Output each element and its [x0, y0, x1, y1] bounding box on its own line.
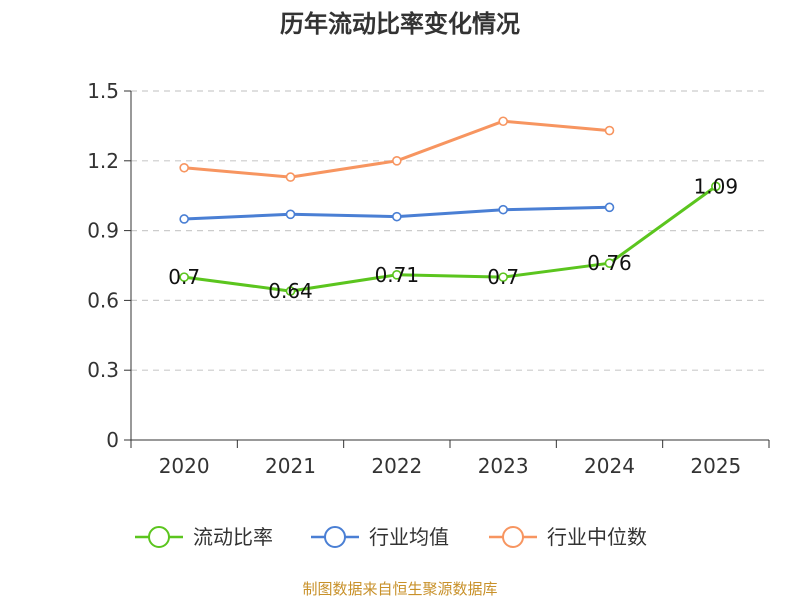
x-tick-label: 2023: [478, 454, 529, 478]
series-1: [179, 181, 721, 296]
y-tick-label: 0.3: [87, 358, 119, 382]
x-tick-label: 2020: [159, 454, 210, 478]
data-point[interactable]: [604, 258, 615, 268]
data-point[interactable]: [285, 286, 296, 296]
y-tick-label: 0: [106, 428, 119, 452]
series-3: [179, 116, 615, 182]
data-label: 0.64: [268, 279, 313, 303]
data-label: 0.7: [168, 265, 200, 289]
legend-swatch-marker: [502, 526, 524, 548]
y-tick-label: 1.5: [87, 79, 119, 103]
series-line: [182, 119, 611, 179]
legend-swatch-marker: [324, 526, 346, 548]
data-point[interactable]: [711, 181, 721, 192]
data-point[interactable]: [285, 209, 296, 220]
grid-lines: [131, 90, 769, 371]
data-point[interactable]: [179, 272, 189, 282]
legend-label: 行业均值: [369, 525, 449, 549]
y-tick-label: 0.9: [87, 219, 119, 243]
data-label: 0.7: [487, 265, 519, 289]
data-point[interactable]: [392, 211, 402, 222]
data-label: 0.76: [587, 251, 632, 275]
series-2: [179, 202, 615, 224]
legend[interactable]: 流动比率 行业均值 行业中位数: [135, 525, 647, 549]
legend-item-1[interactable]: 流动比率: [135, 525, 273, 549]
chart-title: 历年流动比率变化情况: [280, 10, 520, 38]
legend-label: 流动比率: [193, 525, 273, 549]
x-tick-label: 2025: [690, 454, 741, 478]
data-point[interactable]: [179, 162, 189, 173]
data-point[interactable]: [285, 172, 296, 182]
data-point[interactable]: [498, 116, 508, 127]
data-point[interactable]: [498, 204, 508, 215]
legend-swatch-marker: [148, 526, 170, 548]
y-tick-label: 1.2: [87, 149, 119, 173]
data-point[interactable]: [392, 156, 402, 166]
source-note: 制图数据来自恒生聚源数据库: [302, 580, 497, 598]
series-lines: [179, 116, 721, 296]
data-point[interactable]: [604, 125, 615, 136]
data-point[interactable]: [179, 214, 189, 224]
legend-label: 行业中位数: [547, 525, 647, 549]
data-label: 1.09: [694, 174, 739, 198]
data-labels: 0.7 0.64 0.71 0.7 0.76 1.09: [168, 174, 738, 303]
y-tick-label: 0.6: [87, 288, 119, 312]
legend-item-3[interactable]: 行业中位数: [489, 525, 647, 549]
data-label: 0.71: [375, 263, 420, 287]
x-tick-label: 2022: [371, 454, 422, 478]
data-point[interactable]: [498, 272, 508, 282]
x-tick-label: 2024: [584, 454, 635, 478]
data-point[interactable]: [604, 202, 615, 213]
data-point[interactable]: [392, 270, 402, 280]
x-tick-label: 2021: [265, 454, 316, 478]
series-line: [182, 184, 718, 293]
legend-item-2[interactable]: 行业均值: [311, 525, 449, 549]
axes: 0 0.3 0.6 0.9 1.2 1.5 2020 2021 2022 2023 2024 2025: [87, 79, 770, 478]
